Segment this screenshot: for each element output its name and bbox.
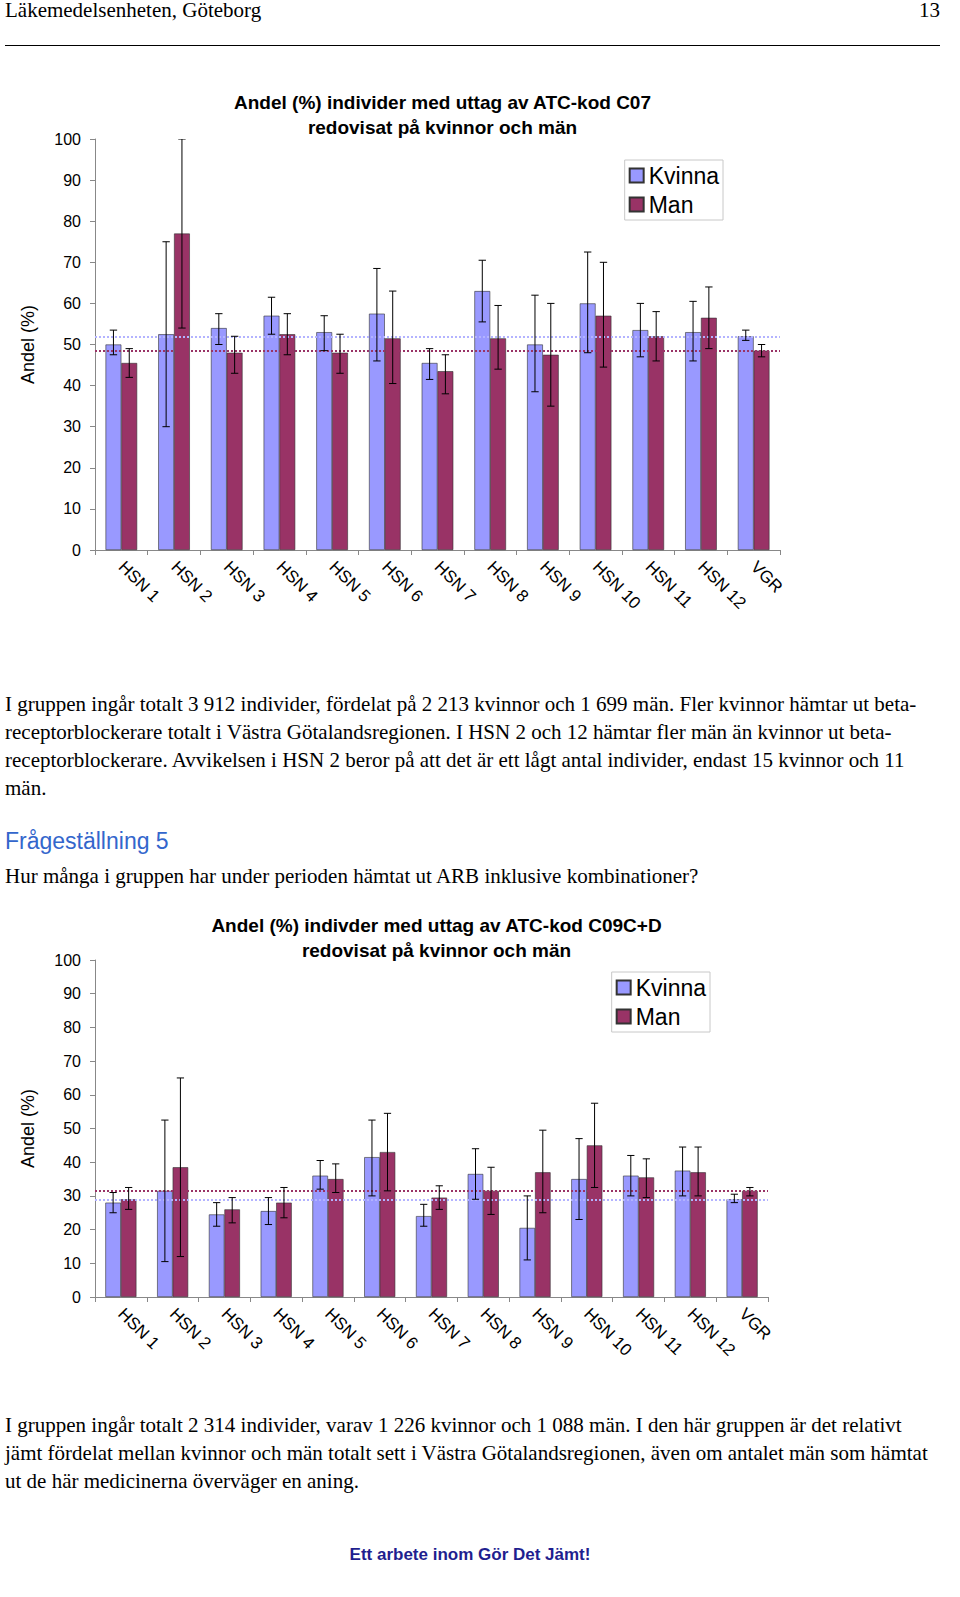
svg-text:Andel (%): Andel (%) <box>18 1089 38 1168</box>
svg-text:HSN 6: HSN 6 <box>373 1304 422 1353</box>
svg-text:redovisat på kvinnor och män: redovisat på kvinnor och män <box>302 940 571 961</box>
svg-text:HSN 8: HSN 8 <box>477 1304 526 1353</box>
svg-text:10: 10 <box>63 500 81 517</box>
svg-text:Andel (%): Andel (%) <box>18 305 38 384</box>
svg-text:50: 50 <box>63 1120 81 1137</box>
html-text:Hur många i gruppen har under: Hur många i gruppen har under perioden h… <box>5 864 699 888</box>
svg-text:0: 0 <box>72 542 81 559</box>
svg-text:HSN 8: HSN 8 <box>483 557 532 606</box>
svg-text:VGR: VGR <box>735 1304 774 1343</box>
svg-text:10: 10 <box>63 1255 81 1272</box>
svg-text:20: 20 <box>63 459 81 476</box>
svg-text:HSN 12: HSN 12 <box>694 557 749 612</box>
svg-text:redovisat på kvinnor och män: redovisat på kvinnor och män <box>308 117 577 138</box>
html-text:Ett arbete inom Gör Det Jämt!: Ett arbete inom Gör Det Jämt! <box>349 1545 591 1564</box>
svg-text:HSN 10: HSN 10 <box>589 557 644 612</box>
html-text:I gruppen ingår totalt 3 912 i: I gruppen ingår totalt 3 912 individer, … <box>5 692 917 800</box>
svg-text:Andel (%) indivder med uttag a: Andel (%) indivder med uttag av ATC-kod … <box>211 915 661 936</box>
svg-text:HSN 5: HSN 5 <box>321 1304 370 1353</box>
svg-text:HSN 7: HSN 7 <box>425 1304 474 1353</box>
svg-text:Man: Man <box>649 192 694 218</box>
svg-text:HSN 11: HSN 11 <box>632 1304 687 1359</box>
svg-text:0: 0 <box>72 1289 81 1306</box>
svg-text:70: 70 <box>63 254 81 271</box>
svg-text:60: 60 <box>63 1086 81 1103</box>
svg-text:40: 40 <box>63 1154 81 1171</box>
html-text:I gruppen ingår totalt 2 314 i: I gruppen ingår totalt 2 314 individer, … <box>5 1413 928 1493</box>
svg-text:90: 90 <box>63 985 81 1002</box>
svg-text:HSN 4: HSN 4 <box>273 557 322 606</box>
svg-text:HSN 10: HSN 10 <box>580 1304 635 1359</box>
svg-text:100: 100 <box>54 131 81 148</box>
svg-text:HSN 12: HSN 12 <box>684 1304 739 1359</box>
svg-text:HSN 3: HSN 3 <box>218 1304 267 1353</box>
svg-text:HSN 1: HSN 1 <box>115 557 164 606</box>
svg-text:60: 60 <box>63 295 81 312</box>
svg-text:HSN 4: HSN 4 <box>269 1304 318 1353</box>
svg-text:HSN 1: HSN 1 <box>114 1304 163 1353</box>
svg-text:HSN 9: HSN 9 <box>536 557 585 606</box>
svg-text:HSN 5: HSN 5 <box>325 557 374 606</box>
svg-text:80: 80 <box>63 213 81 230</box>
svg-text:HSN 2: HSN 2 <box>167 557 216 606</box>
svg-text:80: 80 <box>63 1019 81 1036</box>
svg-text:Kvinna: Kvinna <box>636 975 707 1001</box>
svg-text:HSN 11: HSN 11 <box>642 557 697 612</box>
svg-text:Andel (%) individer med uttag: Andel (%) individer med uttag av ATC-kod… <box>234 92 651 113</box>
svg-text:50: 50 <box>63 336 81 353</box>
svg-text:HSN 2: HSN 2 <box>166 1304 215 1353</box>
svg-text:30: 30 <box>63 1187 81 1204</box>
svg-text:HSN 9: HSN 9 <box>528 1304 577 1353</box>
svg-text:30: 30 <box>63 418 81 435</box>
svg-text:HSN 6: HSN 6 <box>378 557 427 606</box>
html-text:Frågeställning 5: Frågeställning 5 <box>5 828 169 854</box>
svg-text:VGR: VGR <box>747 557 786 596</box>
svg-text:40: 40 <box>63 377 81 394</box>
svg-text:HSN 3: HSN 3 <box>220 557 269 606</box>
svg-text:20: 20 <box>63 1221 81 1238</box>
svg-text:70: 70 <box>63 1053 81 1070</box>
svg-text:HSN 7: HSN 7 <box>431 557 480 606</box>
svg-text:100: 100 <box>54 952 81 969</box>
svg-text:Kvinna: Kvinna <box>649 163 720 189</box>
svg-text:Man: Man <box>636 1004 681 1030</box>
svg-text:90: 90 <box>63 172 81 189</box>
